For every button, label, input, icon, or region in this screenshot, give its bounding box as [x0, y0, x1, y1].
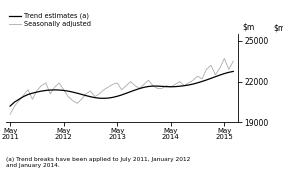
Text: $m: $m	[242, 22, 254, 31]
Y-axis label: $m: $m	[273, 23, 283, 32]
Legend: Trend estimates (a), Seasonally adjusted: Trend estimates (a), Seasonally adjusted	[9, 13, 91, 27]
Text: (a) Trend breaks have been applied to July 2011, January 2012
and January 2014.: (a) Trend breaks have been applied to Ju…	[6, 157, 190, 168]
